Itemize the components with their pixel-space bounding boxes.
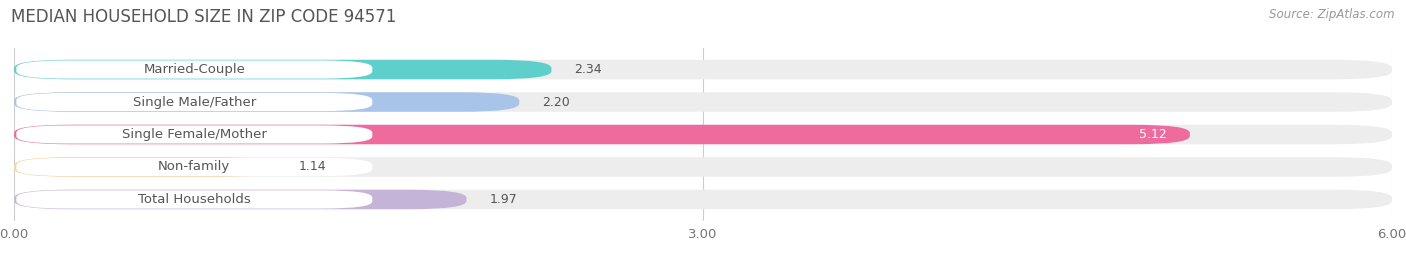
- Text: Married-Couple: Married-Couple: [143, 63, 245, 76]
- FancyBboxPatch shape: [17, 61, 373, 79]
- FancyBboxPatch shape: [14, 190, 1392, 209]
- Text: Non-family: Non-family: [159, 161, 231, 174]
- Text: Single Female/Mother: Single Female/Mother: [122, 128, 267, 141]
- FancyBboxPatch shape: [14, 92, 1392, 112]
- FancyBboxPatch shape: [17, 158, 373, 176]
- FancyBboxPatch shape: [17, 93, 373, 111]
- FancyBboxPatch shape: [14, 190, 467, 209]
- FancyBboxPatch shape: [17, 190, 373, 208]
- FancyBboxPatch shape: [14, 92, 519, 112]
- Text: 2.34: 2.34: [575, 63, 602, 76]
- FancyBboxPatch shape: [14, 157, 1392, 177]
- Text: 1.14: 1.14: [299, 161, 326, 174]
- FancyBboxPatch shape: [14, 60, 1392, 79]
- FancyBboxPatch shape: [17, 125, 373, 144]
- Text: Source: ZipAtlas.com: Source: ZipAtlas.com: [1270, 8, 1395, 21]
- Text: Total Households: Total Households: [138, 193, 250, 206]
- Text: MEDIAN HOUSEHOLD SIZE IN ZIP CODE 94571: MEDIAN HOUSEHOLD SIZE IN ZIP CODE 94571: [11, 8, 396, 26]
- Text: 5.12: 5.12: [1139, 128, 1167, 141]
- FancyBboxPatch shape: [14, 125, 1189, 144]
- FancyBboxPatch shape: [14, 125, 1392, 144]
- Text: 2.20: 2.20: [543, 95, 569, 108]
- FancyBboxPatch shape: [14, 60, 551, 79]
- FancyBboxPatch shape: [14, 157, 276, 177]
- Text: Single Male/Father: Single Male/Father: [132, 95, 256, 108]
- Text: 1.97: 1.97: [489, 193, 517, 206]
